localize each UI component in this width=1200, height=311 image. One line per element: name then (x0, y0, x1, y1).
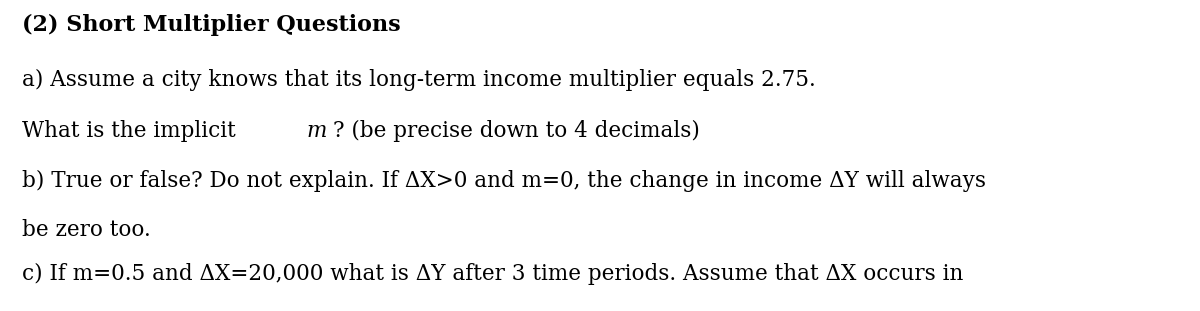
Text: What is the implicit: What is the implicit (22, 120, 242, 142)
Text: c) If m=0.5 and ΔX=20,000 what is ΔY after 3 time periods. Assume that ΔX occurs: c) If m=0.5 and ΔX=20,000 what is ΔY aft… (22, 263, 962, 285)
Text: (2) Short Multiplier Questions: (2) Short Multiplier Questions (22, 14, 401, 36)
Text: ? (be precise down to 4 decimals): ? (be precise down to 4 decimals) (332, 120, 700, 142)
Text: m: m (306, 120, 326, 142)
Text: a) Assume a city knows that its long-term income multiplier equals 2.75.: a) Assume a city knows that its long-ter… (22, 68, 815, 91)
Text: b) True or false? Do not explain. If ΔX>0 and m=0, the change in income ΔY will : b) True or false? Do not explain. If ΔX>… (22, 169, 985, 192)
Text: be zero too.: be zero too. (22, 219, 150, 241)
